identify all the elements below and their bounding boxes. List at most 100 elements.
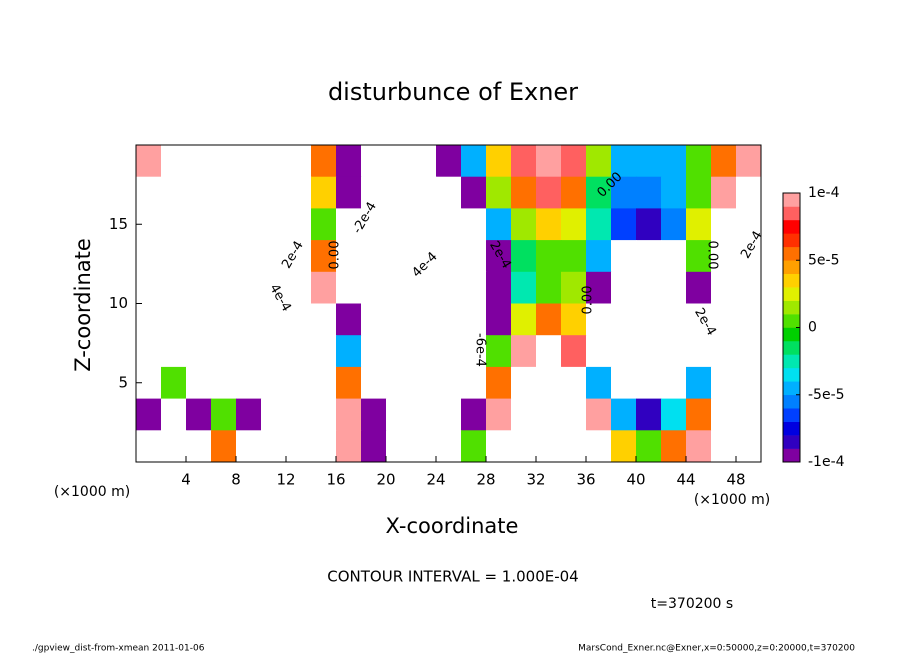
cell [586,145,612,178]
cell [211,366,237,400]
cell [461,430,487,463]
cell [336,398,362,431]
cell [561,145,587,178]
cell [261,145,287,178]
cell [261,271,287,304]
cell [236,145,262,178]
cell [711,271,737,304]
cell [311,271,337,304]
colorbar-band [783,287,800,301]
cell [586,303,612,336]
x-tick-label: 20 [376,471,395,489]
cell [411,176,437,209]
cell [236,303,262,336]
cell [386,335,412,368]
cell [636,430,662,463]
cell [686,335,712,368]
cell [386,176,412,209]
cell [586,271,612,304]
cell [561,430,587,463]
cell [161,208,187,241]
cell [286,398,312,431]
cell [336,240,362,273]
cell [311,430,337,463]
cell [636,366,662,400]
cell [311,208,337,241]
cell [686,208,712,241]
cell [536,398,562,431]
cell [561,335,587,368]
cell [136,303,162,336]
cell [286,176,312,209]
cell [536,176,562,209]
cell [361,240,387,273]
x-tick-label: 28 [476,471,495,489]
cell [686,366,712,400]
cell [711,208,737,241]
cell [186,430,212,463]
colorbar-band [783,448,800,463]
cell [411,240,437,273]
cell [511,335,537,368]
cell [586,208,612,241]
y-tick-label: 5 [118,373,128,391]
cell [411,366,437,400]
cell [711,176,737,209]
cell [461,208,487,241]
cell [386,271,412,304]
cell [386,240,412,273]
colorbar-band [783,367,800,382]
cell [211,335,237,368]
cell [611,366,637,400]
cell [486,176,512,209]
cell [536,240,562,273]
cell [411,398,437,431]
cell [436,176,462,209]
cell [211,398,237,431]
colorbar-tick-label: -1e-4 [808,454,845,470]
cell [436,208,462,241]
colorbar-band [783,273,800,288]
colorbar-tick-label: -5e-5 [808,387,845,403]
cell [286,240,312,273]
cell [411,208,437,241]
cell [161,240,187,273]
cell [486,430,512,463]
cell [686,145,712,178]
cell [711,145,737,178]
cell [211,271,237,304]
x-tick-label: 16 [326,471,345,489]
cell [586,240,612,273]
cell [661,303,687,336]
cell [511,176,537,209]
cell [236,430,262,463]
cell [186,208,212,241]
cell [586,398,612,431]
cell [511,303,537,336]
cell [736,208,762,241]
cell [236,335,262,368]
cell [161,430,187,463]
cell [611,335,637,368]
cell [611,398,637,431]
cell [186,176,212,209]
cell [686,271,712,304]
colorbar-band [783,421,800,436]
cell [636,271,662,304]
cell [286,335,312,368]
cell [286,145,312,178]
cell [586,366,612,400]
footer-left: ./gpview_dist-from-xmean 2011-01-06 [32,644,205,654]
cell [461,176,487,209]
cell [686,398,712,431]
cell [261,398,287,431]
colorbar-band [783,206,800,221]
cell [711,240,737,273]
cell [511,208,537,241]
cell [461,366,487,400]
x-tick-label: 24 [426,471,445,489]
cell [561,398,587,431]
cell [436,271,462,304]
cell [411,303,437,336]
